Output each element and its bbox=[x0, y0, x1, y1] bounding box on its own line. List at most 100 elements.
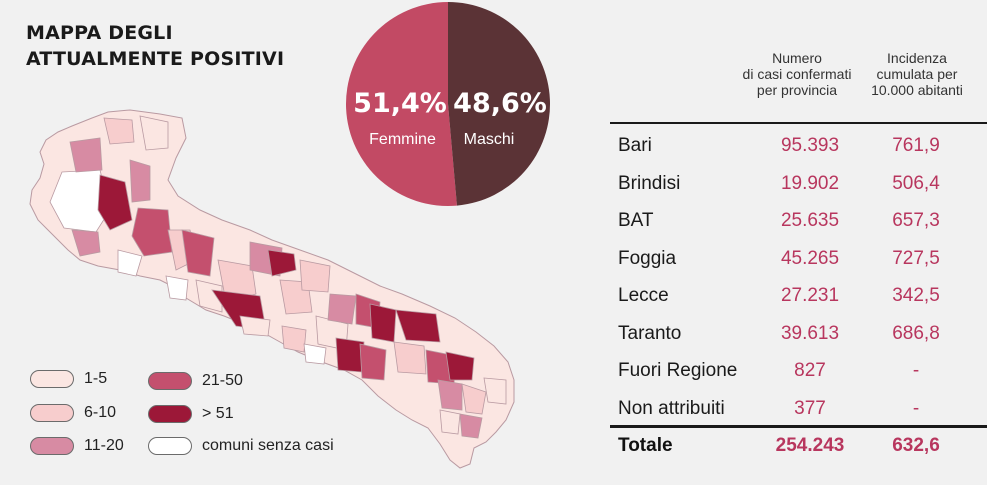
legend-swatch bbox=[148, 372, 192, 390]
legend-swatch bbox=[148, 437, 192, 455]
legend-item: > 51 bbox=[148, 405, 234, 423]
municipality-area bbox=[103, 117, 135, 145]
header-incidence: Incidenza cumulata per 10.000 abitanti bbox=[871, 50, 963, 98]
legend-item: 6-10 bbox=[30, 404, 116, 422]
legend-item: 11-20 bbox=[30, 437, 124, 455]
municipality-area bbox=[483, 377, 507, 405]
table-row: Lecce 27.231 342,5 bbox=[610, 277, 987, 314]
municipality-area bbox=[327, 293, 357, 325]
municipality-area bbox=[69, 137, 103, 173]
table-row: Non attribuiti 377 - bbox=[610, 390, 987, 427]
municipality-area bbox=[217, 259, 257, 303]
table-total-row: Totale 254.243 632,6 bbox=[610, 427, 987, 464]
province-name: Taranto bbox=[618, 322, 682, 344]
total-incidence: 632,6 bbox=[892, 435, 940, 456]
province-name: Foggia bbox=[618, 247, 677, 269]
table-row: Bari 95.393 761,9 bbox=[610, 127, 987, 164]
municipality-area bbox=[131, 207, 173, 257]
legend-label: comuni senza casi bbox=[202, 437, 334, 454]
province-cases: 19.902 bbox=[780, 172, 840, 194]
table-row: Brindisi 19.902 506,4 bbox=[610, 165, 987, 202]
municipality-area bbox=[71, 229, 101, 257]
municipality-area bbox=[139, 115, 169, 151]
municipality-area bbox=[181, 229, 215, 277]
municipality-area bbox=[195, 279, 223, 313]
municipality-area bbox=[459, 413, 483, 439]
municipality-area bbox=[393, 341, 427, 375]
table-total-rule bbox=[610, 425, 987, 428]
chart-title: MAPPA DEGLI ATTUALMENTE POSITIVI bbox=[26, 20, 284, 72]
legend-swatch bbox=[30, 370, 74, 388]
total-cases: 254.243 bbox=[775, 435, 845, 456]
province-cases: 27.231 bbox=[780, 285, 840, 306]
province-cases: 25.635 bbox=[780, 210, 840, 231]
table-top-rule bbox=[610, 122, 987, 124]
municipality-area bbox=[267, 249, 297, 277]
legend-swatch bbox=[148, 405, 192, 423]
legend-item: comuni senza casi bbox=[148, 437, 334, 455]
municipality-area bbox=[303, 343, 327, 365]
municipality-area bbox=[461, 383, 487, 415]
pie-female-label: Femmine bbox=[369, 131, 436, 148]
province-name: BAT bbox=[618, 210, 654, 231]
province-cases: 39.613 bbox=[780, 322, 840, 344]
table-row: Fuori Regione 827 - bbox=[610, 352, 987, 389]
table-row: Foggia 45.265 727,5 bbox=[610, 240, 987, 277]
table-row: Taranto 39.613 686,8 bbox=[610, 315, 987, 352]
municipality-area bbox=[369, 303, 397, 343]
province-name: Lecce bbox=[618, 285, 669, 306]
province-incidence: 686,8 bbox=[892, 322, 940, 344]
pie-slice-maschi bbox=[448, 2, 550, 206]
province-name: Brindisi bbox=[618, 172, 681, 194]
legend-item: 1-5 bbox=[30, 370, 107, 388]
municipality-area bbox=[165, 275, 189, 301]
province-incidence: 761,9 bbox=[892, 135, 940, 156]
legend-swatch bbox=[30, 437, 74, 455]
title-line-1: MAPPA DEGLI bbox=[26, 22, 173, 44]
municipality-area bbox=[129, 159, 151, 203]
pie-slice-femmine bbox=[345, 2, 457, 206]
municipality-area bbox=[239, 315, 271, 337]
province-cases: 95.393 bbox=[780, 135, 840, 156]
apulia-choropleth-map bbox=[29, 109, 515, 469]
province-incidence: 506,4 bbox=[892, 172, 940, 194]
legend-label: 1-5 bbox=[84, 370, 108, 387]
pie-female-value: 51,4% bbox=[353, 88, 447, 119]
table-row: BAT 25.635 657,3 bbox=[610, 202, 987, 239]
municipality-area bbox=[97, 174, 133, 231]
province-incidence: 727,5 bbox=[892, 247, 940, 269]
pie-male-value: 48,6% bbox=[453, 88, 547, 119]
legend-swatch bbox=[30, 404, 74, 422]
province-incidence: 342,5 bbox=[892, 285, 940, 306]
municipality-area bbox=[359, 343, 387, 381]
legend-item: 21-50 bbox=[148, 372, 243, 390]
municipality-area bbox=[281, 325, 307, 353]
header-cases: Numero di casi confermati per provincia bbox=[742, 50, 852, 98]
municipality-area bbox=[437, 379, 463, 411]
province-name: Fuori Regione bbox=[618, 360, 738, 381]
province-name: Non attribuiti bbox=[618, 397, 725, 419]
province-cases: 827 bbox=[794, 360, 826, 381]
region-outline bbox=[29, 109, 515, 469]
total-label: Totale bbox=[618, 435, 673, 456]
gender-pie-chart bbox=[345, 2, 550, 206]
legend-label: 21-50 bbox=[202, 372, 243, 389]
municipality-area bbox=[299, 259, 331, 293]
province-incidence: - bbox=[912, 397, 920, 419]
map-legend: 1-5 6-10 11-20 21-50 > 51 comuni senza casi bbox=[30, 370, 360, 470]
province-incidence: 657,3 bbox=[892, 210, 940, 231]
province-cases: 377 bbox=[794, 397, 826, 419]
province-name: Bari bbox=[618, 135, 652, 156]
municipality-area bbox=[117, 249, 143, 277]
municipality-area bbox=[445, 351, 475, 381]
province-cases: 45.265 bbox=[780, 247, 840, 269]
legend-label: 11-20 bbox=[84, 437, 124, 454]
municipality-area bbox=[395, 309, 441, 343]
legend-label: 6-10 bbox=[84, 404, 117, 421]
title-line-2: ATTUALMENTE POSITIVI bbox=[26, 48, 285, 70]
legend-label: > 51 bbox=[202, 405, 234, 422]
province-incidence: - bbox=[912, 360, 920, 381]
municipality-area bbox=[335, 337, 365, 373]
pie-male-label: Maschi bbox=[463, 131, 515, 148]
municipality-area bbox=[439, 409, 461, 435]
